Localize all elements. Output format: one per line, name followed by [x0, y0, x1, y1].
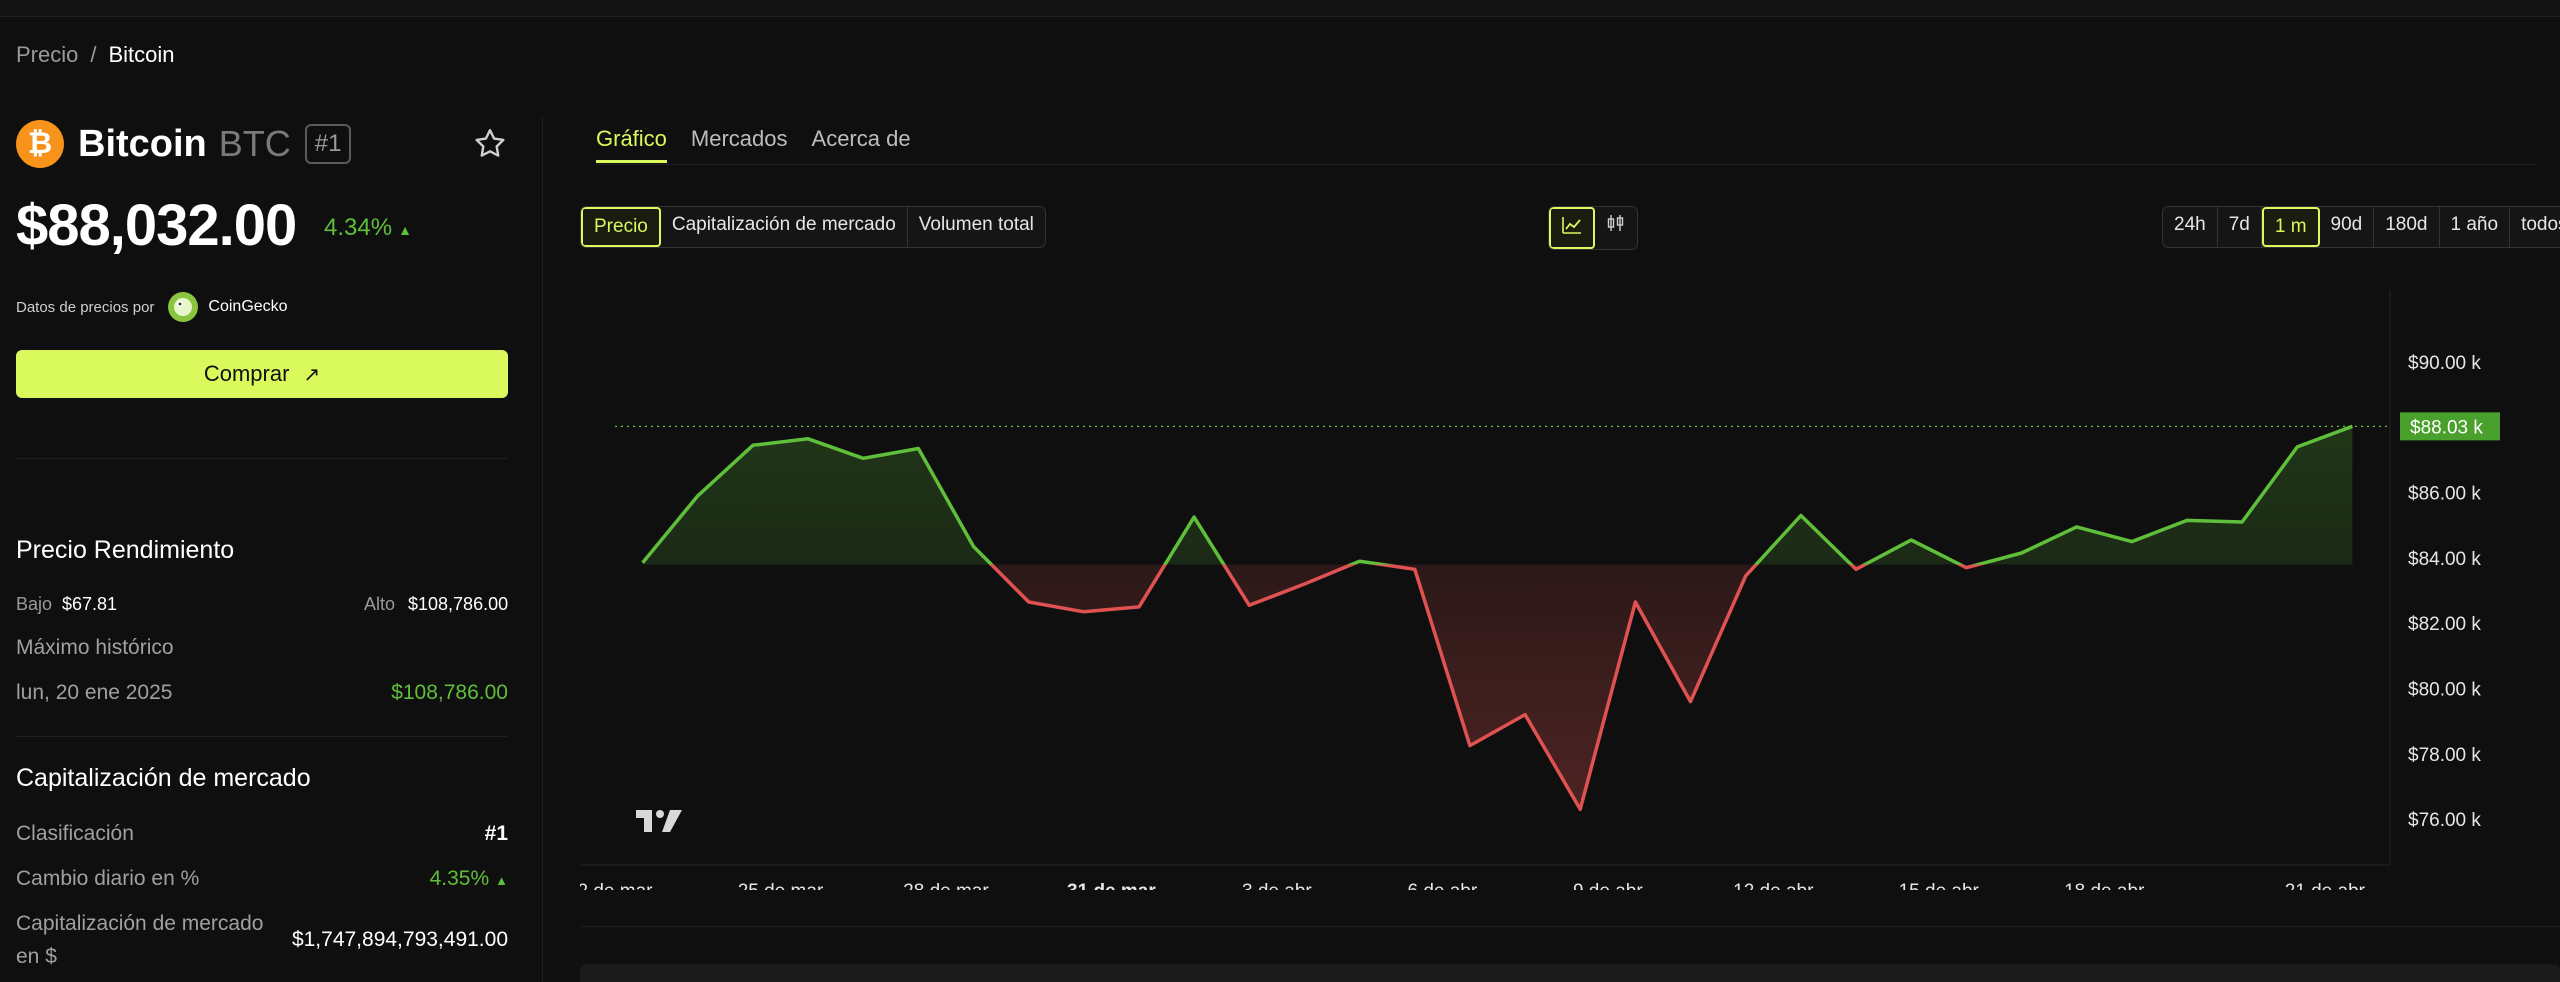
- range-1m[interactable]: 1 m: [2261, 207, 2320, 247]
- y-tick-label: $78.00 k: [2408, 745, 2481, 766]
- buy-button[interactable]: Comprar ↗: [16, 350, 508, 398]
- next-section-bar: [580, 964, 2560, 982]
- coin-name: Bitcoin: [78, 122, 207, 165]
- x-tick-label: 25 de mar: [738, 881, 824, 890]
- up-arrow-icon: ▲: [398, 222, 412, 238]
- rank-label: Clasificación: [16, 822, 134, 845]
- coin-info-panel: ₿ Bitcoin BTC #1 $88,032.00 4.34% ▲ Datos…: [0, 100, 540, 982]
- y-tick-label: $84.00 k: [2408, 549, 2481, 570]
- range-all[interactable]: todos: [2521, 214, 2560, 235]
- current-price: $88,032.00: [16, 193, 297, 258]
- y-tick-label: $80.00 k: [2408, 680, 2481, 701]
- price-change-24h: 4.34% ▲: [324, 214, 412, 242]
- price-provider: Datos de precios por CoinGecko: [16, 292, 288, 322]
- breadcrumb-current: Bitcoin: [108, 42, 175, 67]
- performance-title: Precio Rendimiento: [16, 536, 235, 564]
- x-tick-label: 21 de abr: [2285, 881, 2366, 890]
- current-price-badge: [2400, 412, 2500, 441]
- range-1y[interactable]: 1 año: [2440, 207, 2511, 247]
- market-cap-value: $1,747,894,793,491.00: [291, 928, 508, 951]
- high-value: $108,786.00: [408, 594, 509, 614]
- line-chart-icon[interactable]: [1549, 207, 1595, 249]
- area-fill-above-baseline: [642, 426, 2353, 565]
- star-icon[interactable]: [472, 126, 508, 162]
- chart-style-selector: [1548, 206, 1638, 250]
- range-24h[interactable]: 24h: [2163, 207, 2218, 247]
- tab-mercados[interactable]: Mercados: [690, 126, 788, 151]
- daily-change-value: 4.35% ▲: [430, 867, 508, 891]
- breadcrumb-separator: /: [90, 42, 97, 67]
- price-chart[interactable]: $90.00 k$88.00 k$86.00 k$84.00 k$82.00 k…: [578, 290, 2560, 902]
- rank-badge: #1: [304, 124, 352, 164]
- tab-grafico[interactable]: Gráfico: [596, 126, 667, 163]
- rank-value: #1: [484, 822, 508, 845]
- market-cap-label-line1: Capitalización de mercado: [16, 912, 264, 935]
- divider: [16, 736, 508, 737]
- x-tick-label: 9 de abr: [1573, 881, 1643, 890]
- x-tick-label: 3 de abr: [1242, 881, 1312, 890]
- breadcrumb: Precio / Bitcoin: [16, 42, 175, 68]
- range-selector: 24h 7d 1 m 90d 180d 1 año todos: [2162, 206, 2560, 248]
- area-fill-below-baseline: [991, 564, 1979, 810]
- tabs-underline: [596, 164, 2536, 165]
- low-value: $67.81: [62, 594, 118, 614]
- daily-change-label: Cambio diario en %: [16, 867, 200, 890]
- metric-total-volume[interactable]: Volumen total: [918, 214, 1034, 235]
- ath-label: Máximo histórico: [16, 636, 174, 659]
- ath-date: lun, 20 ene 2025: [16, 681, 173, 704]
- candlestick-icon[interactable]: [1595, 207, 1637, 249]
- bitcoin-logo-icon: ₿: [16, 120, 64, 168]
- external-link-icon: ↗: [303, 363, 321, 386]
- price-line-up: [641, 424, 2354, 565]
- panel-divider: [542, 116, 543, 982]
- daily-change-number: 4.35%: [429, 867, 490, 890]
- price-chart-svg[interactable]: $90.00 k$88.00 k$86.00 k$84.00 k$82.00 k…: [578, 290, 2560, 902]
- y-tick-label: $86.00 k: [2408, 484, 2481, 505]
- x-tick-label: 2 de mar: [580, 881, 653, 890]
- provider-name[interactable]: CoinGecko: [208, 298, 288, 315]
- tradingview-watermark-icon: [636, 810, 682, 832]
- market-cap-title: Capitalización de mercado: [16, 764, 311, 792]
- ath-value: $108,786.00: [391, 681, 508, 704]
- x-tick-label: 31 de mar: [1067, 881, 1156, 890]
- buy-button-label: Comprar: [203, 361, 290, 386]
- divider: [16, 458, 508, 459]
- coin-symbol: BTC: [218, 123, 291, 164]
- metric-market-cap[interactable]: Capitalización de mercado: [661, 207, 908, 247]
- tab-acerca-de[interactable]: Acerca de: [811, 126, 911, 151]
- coin-header: ₿ Bitcoin BTC #1: [16, 120, 352, 168]
- main-tabs: Gráfico Mercados Acerca de: [596, 126, 935, 163]
- chart-bottom-divider: [580, 926, 2560, 927]
- top-bar: [0, 0, 2560, 17]
- x-tick-label: 18 de abr: [2064, 881, 2145, 890]
- low-label: Bajo: [16, 594, 53, 614]
- coingecko-logo-icon: [168, 292, 199, 322]
- y-tick-label: $82.00 k: [2408, 614, 2481, 635]
- x-tick-label: 28 de mar: [903, 881, 989, 890]
- range-90d[interactable]: 90d: [2320, 207, 2375, 247]
- provider-label: Datos de precios por: [16, 298, 155, 316]
- y-tick-label: $90.00 k: [2408, 353, 2481, 374]
- metric-precio[interactable]: Precio: [581, 207, 661, 247]
- current-price-badge-label: $88.03 k: [2410, 417, 2483, 438]
- x-tick-label: 15 de abr: [1899, 881, 1980, 890]
- price-line-down: [988, 564, 1986, 812]
- price-change-value: 4.34%: [324, 214, 393, 241]
- x-tick-label: 6 de abr: [1407, 881, 1477, 890]
- up-arrow-icon: ▲: [495, 873, 508, 888]
- range-180d[interactable]: 180d: [2374, 207, 2440, 247]
- range-7d[interactable]: 7d: [2218, 207, 2262, 247]
- y-tick-label: $76.00 k: [2408, 810, 2481, 831]
- x-tick-label: 12 de abr: [1733, 881, 1814, 890]
- breadcrumb-root[interactable]: Precio: [16, 42, 79, 67]
- metric-selector: Precio Capitalización de mercado Volumen…: [580, 206, 1046, 248]
- market-cap-label-line2: en $: [16, 945, 57, 968]
- high-label: Alto: [364, 594, 396, 614]
